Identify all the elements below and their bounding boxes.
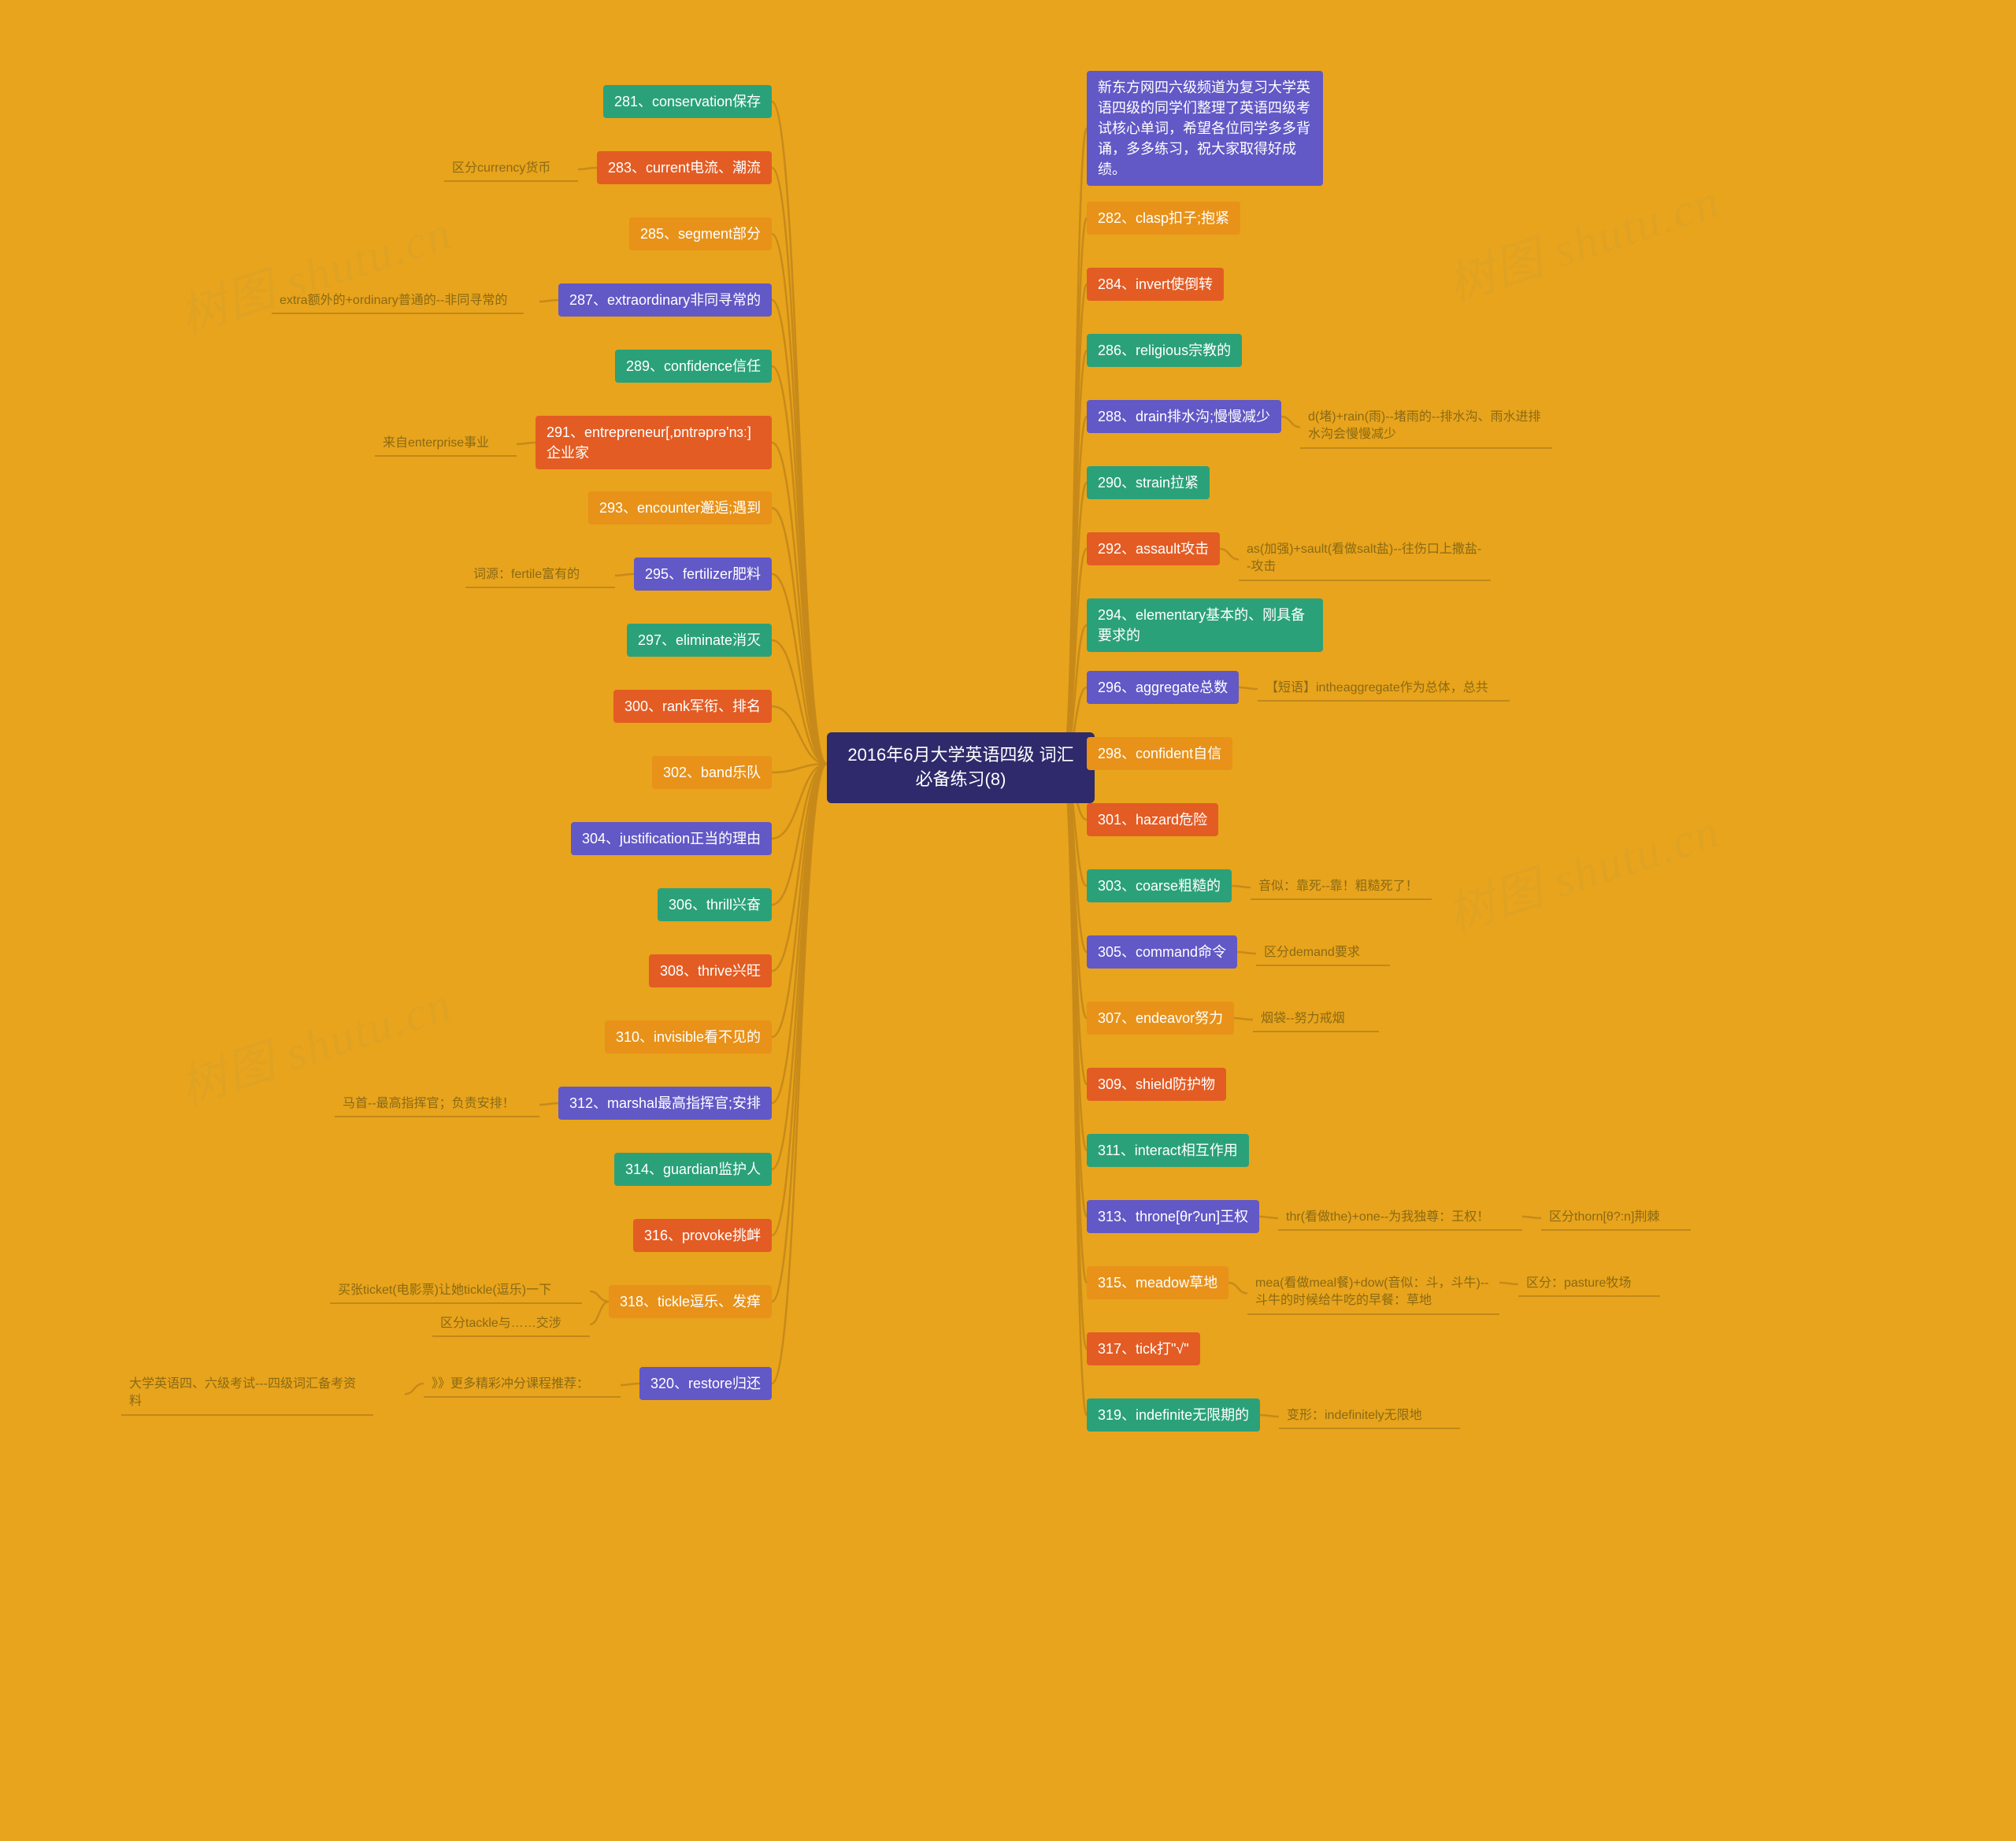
node-l281: 281、conservation保存 [603, 85, 772, 118]
leaf-r313-1: 区分thorn[θ?:n]荆棘 [1541, 1206, 1691, 1231]
node-r309: 309、shield防护物 [1087, 1068, 1226, 1101]
node-l318: 318、tickle逗乐、发痒 [609, 1285, 772, 1318]
node-r301: 301、hazard危险 [1087, 803, 1218, 836]
node-r292: 292、assault攻击 [1087, 532, 1220, 565]
leaf-l318-0: 买张ticket(电影票)让她tickle(逗乐)一下 [330, 1279, 582, 1304]
node-r296: 296、aggregate总数 [1087, 671, 1239, 704]
node-l316: 316、provoke挑衅 [633, 1219, 772, 1252]
node-r282: 282、clasp扣子;抱紧 [1087, 202, 1240, 235]
node-r315: 315、meadow草地 [1087, 1266, 1228, 1299]
leaf-l295-0: 词源：fertile富有的 [465, 563, 615, 588]
node-l287: 287、extraordinary非同寻常的 [558, 283, 772, 317]
leaf-r288-0: d(堵)+rain(雨)--堵雨的--排水沟、雨水进排水沟会慢慢减少 [1300, 406, 1552, 449]
leaf-r313-0: thr(看做the)+one--为我独尊：王权！ [1278, 1206, 1522, 1231]
leaf-l283-0: 区分currency货币 [444, 157, 578, 182]
leaf-r315-1: 区分：pasture牧场 [1518, 1272, 1660, 1297]
leaf-l312-0: 马首--最高指挥官；负责安排！ [335, 1092, 539, 1117]
leaf-l291-0: 来自enterprise事业 [375, 432, 517, 457]
leaf-r315-0: mea(看做meal餐)+dow(音似：斗，斗牛)--斗牛的时候给牛吃的早餐：草… [1247, 1272, 1499, 1315]
node-l302: 302、band乐队 [652, 756, 772, 789]
leaf-r319-0: 变形：indefinitely无限地 [1279, 1404, 1460, 1429]
node-l308: 308、thrive兴旺 [649, 954, 772, 987]
node-l320: 320、restore归还 [639, 1367, 772, 1400]
node-r288: 288、drain排水沟;慢慢减少 [1087, 400, 1281, 433]
leaf-r296-0: 【短语】intheaggregate作为总体，总共 [1258, 676, 1510, 702]
node-l289: 289、confidence信任 [615, 350, 772, 383]
node-l312: 312、marshal最高指挥官;安排 [558, 1087, 772, 1120]
node-l293: 293、encounter邂逅;遇到 [588, 491, 772, 524]
node-l304: 304、justification正当的理由 [571, 822, 772, 855]
node-l306: 306、thrill兴奋 [658, 888, 772, 921]
node-r284: 284、invert使倒转 [1087, 268, 1224, 301]
node-l300: 300、rank军衔、排名 [613, 690, 772, 723]
node-r286: 286、religious宗教的 [1087, 334, 1242, 367]
connector-layer [0, 0, 2016, 1841]
leaf-l318-1: 区分tackle与……交涉 [432, 1312, 590, 1337]
leaf-r305-0: 区分demand要求 [1256, 941, 1390, 966]
node-l283: 283、current电流、潮流 [597, 151, 772, 184]
leaf-l320-1: 大学英语四、六级考试---四级词汇备考资料 [121, 1372, 373, 1416]
node-l295: 295、fertilizer肥料 [634, 557, 772, 591]
node-r298: 298、confident自信 [1087, 737, 1232, 770]
leaf-l287-0: extra额外的+ordinary普通的--非同寻常的 [272, 289, 524, 314]
node-r305: 305、command命令 [1087, 935, 1237, 969]
leaf-l320-0: 》》更多精彩冲分课程推荐： [424, 1372, 621, 1398]
node-l297: 297、eliminate消灭 [627, 624, 772, 657]
node-r303: 303、coarse粗糙的 [1087, 869, 1232, 902]
center-text: 2016年6月大学英语四级 词汇必备练习(8) [847, 745, 1073, 789]
leaf-r307-0: 烟袋--努力戒烟 [1253, 1007, 1379, 1032]
leaf-r303-0: 音似：靠死--靠！粗糙死了！ [1251, 875, 1432, 900]
node-r319: 319、indefinite无限期的 [1087, 1398, 1260, 1432]
node-r313: 313、throne[θr?un]王权 [1087, 1200, 1259, 1233]
node-l310: 310、invisible看不见的 [605, 1021, 772, 1054]
center-node: 2016年6月大学英语四级 词汇必备练习(8) [827, 732, 1095, 803]
leaf-r292-0: as(加强)+sault(看做salt盐)--往伤口上撒盐--攻击 [1239, 538, 1491, 581]
node-intro: 新东方网四六级频道为复习大学英语四级的同学们整理了英语四级考试核心单词，希望各位… [1087, 71, 1323, 186]
node-l314: 314、guardian监护人 [614, 1153, 772, 1186]
node-l291: 291、entrepreneur[,ɒntrəprə'nɜː]企业家 [536, 416, 772, 469]
node-r317: 317、tick打"√" [1087, 1332, 1200, 1365]
node-l285: 285、segment部分 [629, 217, 772, 250]
node-r311: 311、interact相互作用 [1087, 1134, 1249, 1167]
node-r290: 290、strain拉紧 [1087, 466, 1210, 499]
node-r294: 294、elementary基本的、刚具备要求的 [1087, 598, 1323, 652]
node-r307: 307、endeavor努力 [1087, 1002, 1234, 1035]
